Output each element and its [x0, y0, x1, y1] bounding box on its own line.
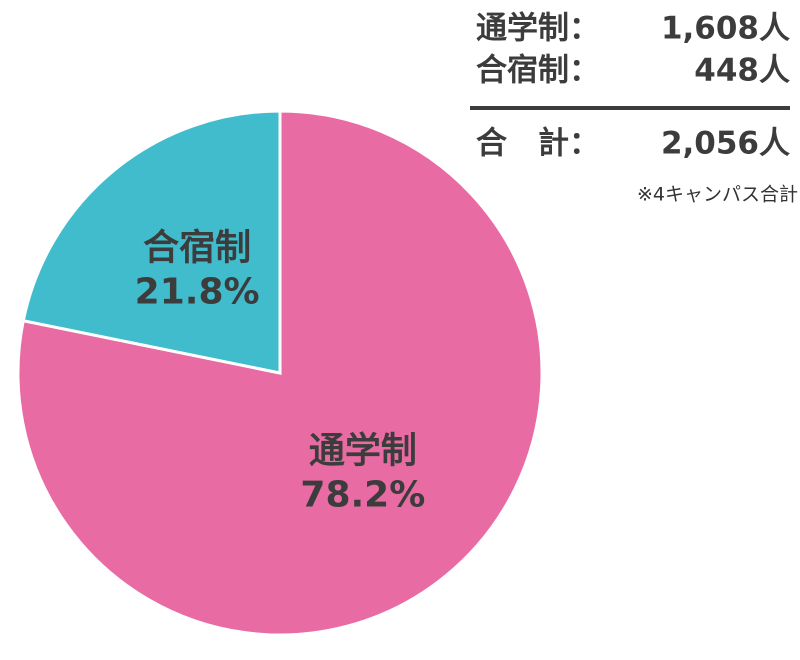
- slice-value: 21.8%: [135, 272, 260, 313]
- note: ※4キャンパス合計: [637, 184, 798, 206]
- summary-value: 1,608人: [661, 11, 790, 47]
- pie-slice: [16, 109, 544, 637]
- slice-label: 通学制: [309, 429, 417, 471]
- pie-slice: [21, 109, 282, 375]
- slice-label: 合宿制: [143, 228, 251, 269]
- summary-label: 合 計：: [476, 126, 600, 162]
- slice-value: 78.2%: [300, 474, 425, 515]
- summary-label: 通学制：: [476, 11, 600, 47]
- summary-value: 2,056人: [661, 126, 790, 162]
- summary-value: 448人: [694, 53, 790, 89]
- summary-label: 合宿制：: [476, 53, 600, 89]
